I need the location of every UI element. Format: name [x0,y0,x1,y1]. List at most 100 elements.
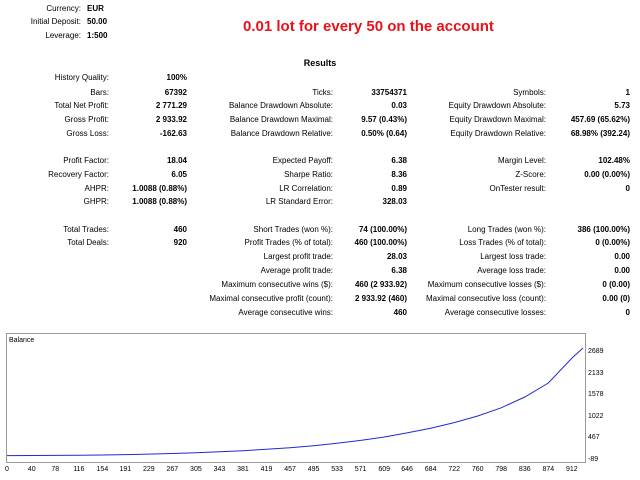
stat-label: Largest loss trade: [480,252,546,261]
x-tick-label: 457 [284,466,296,473]
stat-value: 0.03 [391,101,407,110]
stat-value: 386 (100.00%) [577,225,630,234]
stat-value: 2 933.92 [155,115,187,124]
stat-value: 5.73 [614,101,630,110]
stat-label: GHPR: [83,197,109,206]
stat-label: Profit Factor: [63,156,109,165]
x-tick-label: 533 [331,466,343,473]
stat-label: Largest profit trade: [263,252,333,261]
leverage-value: 1:500 [87,31,108,40]
stat-label: Balance Drawdown Absolute: [228,101,333,110]
stat-value: 0 (0.00) [602,280,630,289]
stat-label: Long Trades (won %): [467,225,546,234]
stat-label: Balance Drawdown Relative: [230,129,333,138]
currency-label: Currency: [46,4,81,13]
stat-value: 460 [393,308,407,317]
balance-series-line [6,347,584,457]
x-tick-label: 381 [237,466,249,473]
x-tick-label: 912 [566,466,578,473]
y-tick-label: 1578 [588,391,604,399]
stat-label: Maximum consecutive wins ($): [221,280,333,289]
stat-value: 0.00 [614,252,630,261]
stat-label: Maximum consecutive losses ($): [427,280,546,289]
x-tick-label: 722 [448,466,461,473]
stat-label: AHPR: [84,184,109,193]
x-tick-label: 571 [354,466,367,473]
stat-value: 9.57 (0.43%) [361,115,407,124]
stat-label: LR Correlation: [279,184,333,193]
stat-value: -162.63 [159,129,187,138]
stat-label: Average profit trade: [260,266,333,275]
stat-value: 0.00 [614,266,630,275]
y-tick-label: 467 [588,434,600,442]
x-tick-label: 495 [307,466,320,473]
stat-value: 0 [625,308,630,317]
deposit-label: Initial Deposit: [30,17,81,26]
stat-value: 33754371 [371,88,407,97]
stat-label: Total Net Profit: [54,101,109,110]
stat-label: Sharpe Ratio: [284,170,333,179]
stat-label: Short Trades (won %): [253,225,333,234]
stat-label: History Quality: [54,73,109,82]
stat-value: 8.36 [391,170,407,179]
stat-label: LR Standard Error: [265,197,333,206]
y-tick-label: -89 [588,456,599,463]
stat-value: 6.38 [391,156,407,165]
x-tick-label: 646 [401,466,413,473]
stat-label: Loss Trades (% of total): [459,238,546,247]
stat-label: Symbols: [513,88,546,97]
stat-value: 67392 [164,88,187,97]
stat-value: 6.05 [171,170,187,179]
stat-value: 920 [173,238,187,247]
x-tick-label: 78 [51,466,60,473]
stat-value: 28.03 [386,252,407,261]
x-tick-label: 419 [260,466,273,473]
stat-value: 0.50% (0.64) [361,129,407,138]
stat-label: Total Trades: [63,225,109,234]
stat-value: 0 (0.00%) [595,238,630,247]
stat-value: 1.0088 (0.88%) [132,197,187,206]
stat-value: 0 [625,184,630,193]
x-tick-label: 191 [119,466,132,473]
stat-label: Recovery Factor: [48,170,109,179]
stat-label: Equity Drawdown Relative: [450,129,546,138]
stat-value: 1 [625,88,630,97]
x-tick-label: 116 [73,466,85,473]
x-tick-label: 267 [166,466,179,473]
x-tick-label: 609 [378,466,391,473]
x-tick-label: 154 [96,466,109,473]
y-tick-label: 2133 [588,369,604,377]
promo-headline: 0.01 lot for every 50 on the account [243,18,494,35]
stat-label: Average loss trade: [477,266,546,275]
stat-label: Margin Level: [497,156,546,165]
stat-value: 460 (2 933.92) [354,280,407,289]
x-tick-label: 40 [27,466,36,473]
stat-value: 460 (100.00%) [354,238,407,247]
stat-label: OnTester result: [489,184,546,193]
x-tick-label: 343 [213,466,226,473]
stat-label: Z-Score: [515,170,546,179]
x-tick-label: 798 [495,466,508,473]
stat-label: Equity Drawdown Maximal: [449,115,546,124]
stat-label: Gross Profit: [64,115,109,124]
stat-value: 74 (100.00%) [358,225,407,234]
stat-value: 102.48% [598,156,630,165]
x-tick-label: 684 [424,466,437,473]
x-tick-label: 305 [190,466,202,473]
stat-label: Average consecutive wins: [238,308,333,317]
chart-title: Balance [9,337,35,344]
stat-label: Equity Drawdown Absolute: [448,101,546,110]
stat-value: 6.38 [391,266,407,275]
stat-label: Maximal consecutive loss (count): [425,294,546,303]
stat-value: 2 933.92 (460) [354,294,407,303]
deposit-value: 50.00 [87,17,108,26]
stat-value: 0.00 (0.00%) [584,170,630,179]
stat-value: 328.03 [382,197,407,206]
stat-label: Average consecutive losses: [444,308,546,317]
stat-value: 2 771.29 [155,101,187,110]
results-title: Results [303,58,337,68]
stat-label: Ticks: [312,88,333,97]
currency-value: EUR [87,4,104,13]
x-tick-label: 760 [471,466,484,473]
